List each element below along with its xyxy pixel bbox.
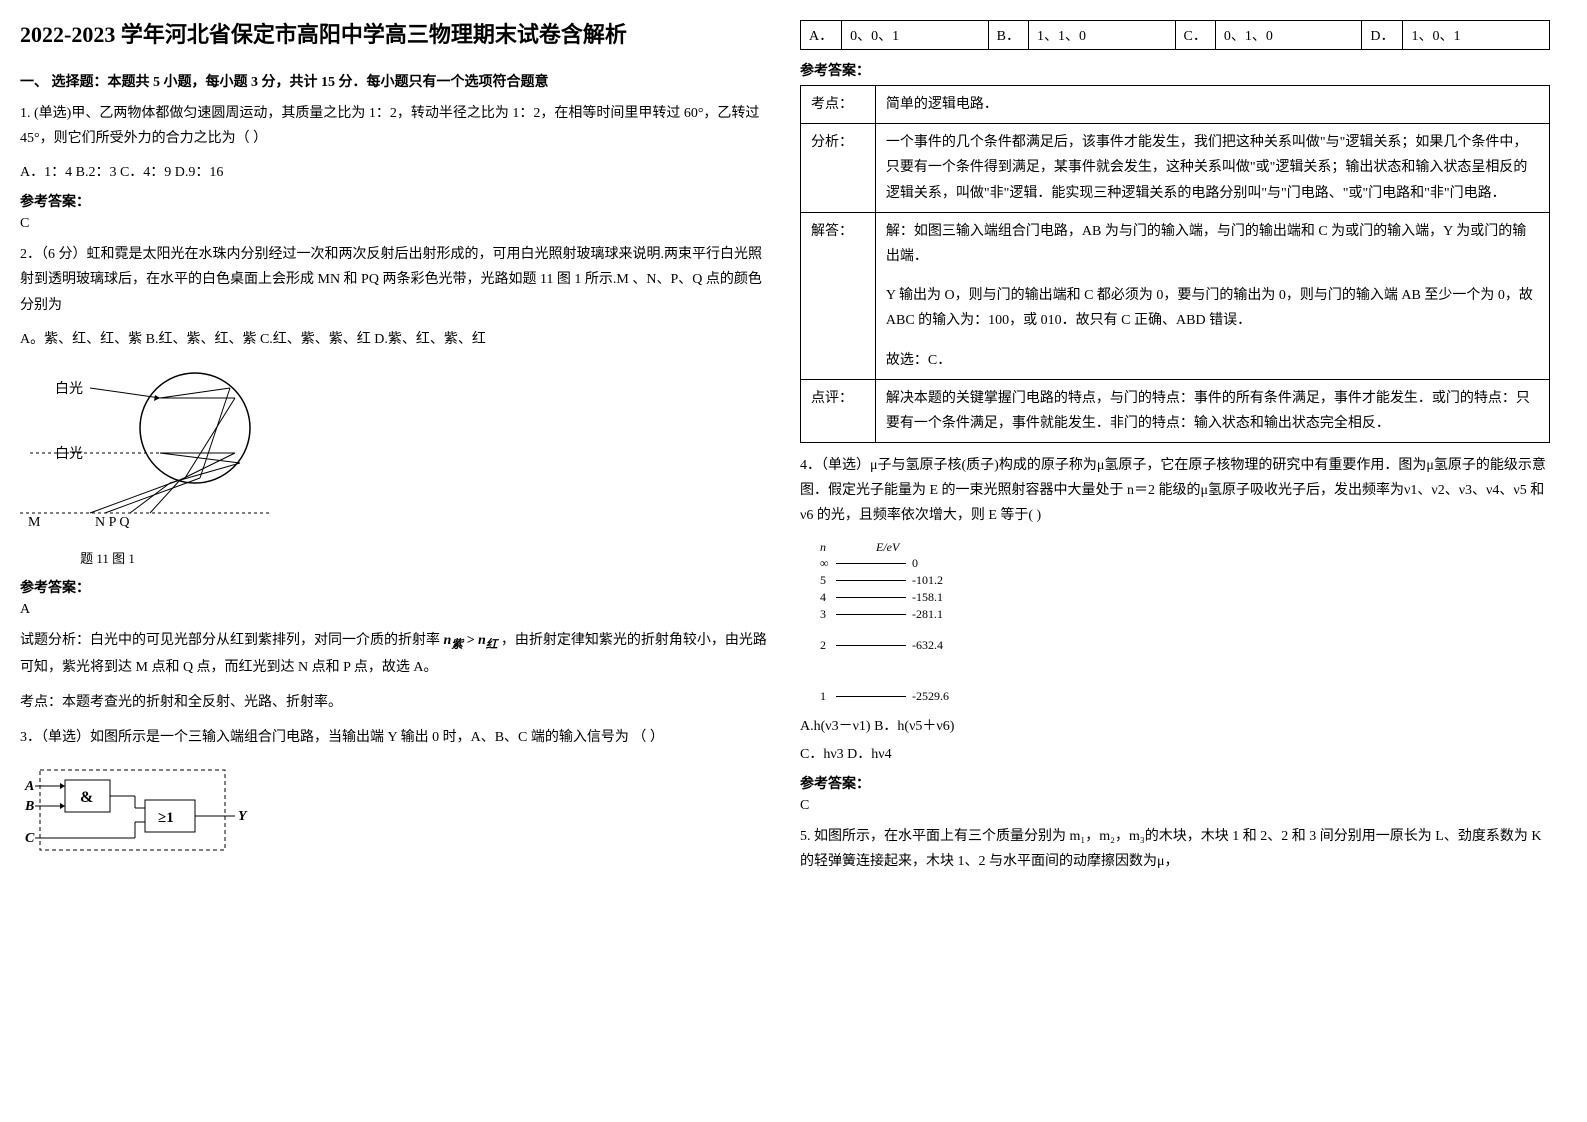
lv5n: 1 — [820, 688, 830, 705]
t-r1c1: 考点： — [801, 86, 876, 124]
opt-dv: 1、0、1 — [1411, 29, 1460, 44]
t-r2c2: 一个事件的几个条件都满足后，该事件才能发生，我们把这种关系叫做"与"逻辑关系；如… — [875, 124, 1549, 213]
q4-options: A.h(ν3－ν1) B．h(ν5＋ν6) — [800, 715, 1550, 735]
t-r4c1: 点评： — [801, 379, 876, 442]
q3-explain-table: 考点： 简单的逻辑电路． 分析： 一个事件的几个条件都满足后，该事件才能发生，我… — [800, 85, 1550, 443]
q3-text: 3．（单选）如图所示是一个三输入端组合门电路，当输出端 Y 输出 0 时，A、B… — [20, 725, 770, 750]
q2-options: A。紫、红、红、紫 B.红、紫、红、紫 C.红、紫、紫、红 D.紫、红、紫、红 — [20, 328, 770, 348]
or-sym: ≥1 — [158, 810, 174, 826]
q1-answer-label: 参考答案： — [20, 191, 770, 211]
t-r3c2-p1: 解：如图三输入端组合门电路，AB 为与门的输入端，与门的输出端和 C 为或门的输… — [886, 219, 1539, 269]
opt-cv: 0、1、0 — [1224, 29, 1273, 44]
lv4n: 2 — [820, 637, 830, 654]
opt-b: B． — [997, 29, 1020, 44]
q5-text: 5. 如图所示，在水平面上有三个质量分别为 m₁，m₂，m₃的木块，木块 1 和… — [800, 824, 1550, 874]
t-r3c2: 解：如图三输入端组合门电路，AB 为与门的输入端，与门的输出端和 C 为或门的输… — [875, 212, 1549, 379]
label-white2: 白光 — [55, 446, 83, 462]
eh-n: n — [820, 539, 826, 556]
t-r3c1: 解答： — [801, 212, 876, 379]
q2-text: 2．（6 分）虹和霓是太阳光在水珠内分别经过一次和两次反射后出射形成的，可用白光… — [20, 242, 770, 318]
t-r2c1: 分析： — [801, 124, 876, 213]
lv2n: 4 — [820, 589, 830, 606]
q2-analysis: 试题分析：白光中的可见光部分从红到紫排列，对同一介质的折射率 n紫 > n红 ，… — [20, 628, 770, 680]
lbl-a: A — [24, 779, 34, 794]
q4-answer-label: 参考答案： — [800, 773, 1550, 793]
eh-e: E/eV — [876, 539, 899, 556]
q2-diagram: 白光 白光 M N P Q 题 11 图 1 — [20, 358, 770, 567]
q1-options: A．1：4 B.2：3 C．4：9 D.9：16 — [20, 161, 770, 181]
lv1n: 5 — [820, 572, 830, 589]
title: 2022-2023 学年河北省保定市高阳中学高三物理期末试卷含解析 — [20, 20, 770, 51]
lv3n: 3 — [820, 606, 830, 623]
right-column: A． 0、0、1 B． 1、1、0 C． 0、1、0 D． 1、0、1 参考答案… — [800, 20, 1550, 885]
q3-gate-diagram: A B C & ≥1 Y — [20, 760, 770, 865]
lv0e: 0 — [912, 555, 918, 572]
lbl-y: Y — [238, 809, 248, 824]
q1-text: 1. (单选)甲、乙两物体都做匀速圆周运动，其质量之比为 1：2，转动半径之比为… — [20, 101, 770, 151]
lv4e: -632.4 — [912, 637, 943, 654]
q1-answer: C — [20, 216, 770, 232]
opt-bv: 1、1、0 — [1037, 29, 1086, 44]
opt-c: C． — [1184, 29, 1207, 44]
q4-options2: C．hν3 D．hν4 — [800, 743, 1550, 763]
q4-text: 4．（单选）μ子与氢原子核(质子)构成的原子称为μ氢原子，它在原子核物理的研究中… — [800, 453, 1550, 529]
t-r3c2-p3: 故选：C． — [886, 348, 1539, 373]
q3-options-table: A． 0、0、1 B． 1、1、0 C． 0、1、0 D． 1、0、1 — [800, 20, 1550, 50]
lv5e: -2529.6 — [912, 688, 949, 705]
t-r3c2-p2: Y 输出为 O，则与门的输出端和 C 都必须为 0，要与门的输出为 0，则与门的… — [886, 283, 1539, 333]
left-column: 2022-2023 学年河北省保定市高阳中学高三物理期末试卷含解析 一、 选择题… — [20, 20, 770, 885]
label-white1: 白光 — [55, 381, 83, 397]
t-r1c2: 简单的逻辑电路． — [875, 86, 1549, 124]
section-title: 一、 选择题：本题共 5 小题，每小题 3 分，共计 15 分．每小题只有一个选… — [20, 71, 770, 91]
lv1e: -101.2 — [912, 572, 943, 589]
lv3e: -281.1 — [912, 606, 943, 623]
label-m: M — [28, 515, 41, 530]
label-npq: N P Q — [95, 515, 130, 530]
q3-answer-label: 参考答案： — [800, 60, 1550, 80]
q2-analysis-p1: 试题分析：白光中的可见光部分从红到紫排列，对同一介质的折射率 — [20, 633, 440, 648]
lv2e: -158.1 — [912, 589, 943, 606]
refraction-ineq: n紫 > n红 — [444, 633, 498, 648]
t-r4c2: 解决本题的关键掌握门电路的特点，与门的特点：事件的所有条件满足，事件才能发生．或… — [875, 379, 1549, 442]
lv0n: ∞ — [820, 555, 830, 572]
opt-a: A． — [809, 29, 833, 44]
opt-av: 0、0、1 — [850, 29, 899, 44]
and-sym: & — [80, 789, 93, 806]
opt-d: D． — [1370, 29, 1394, 44]
q2-caption: 题 11 图 1 — [20, 548, 195, 567]
lbl-c: C — [25, 831, 35, 846]
q2-answer-label: 参考答案： — [20, 577, 770, 597]
q2-testpoint: 考点：本题考查光的折射和全反射、光路、折射率。 — [20, 690, 770, 715]
q4-answer: C — [800, 798, 1550, 814]
q2-answer: A — [20, 602, 770, 618]
lbl-b: B — [24, 799, 34, 814]
energy-diagram: n E/eV ∞ 0 5 -101.2 4 -158.1 3 -281.1 2 -632.… — [820, 539, 1550, 706]
